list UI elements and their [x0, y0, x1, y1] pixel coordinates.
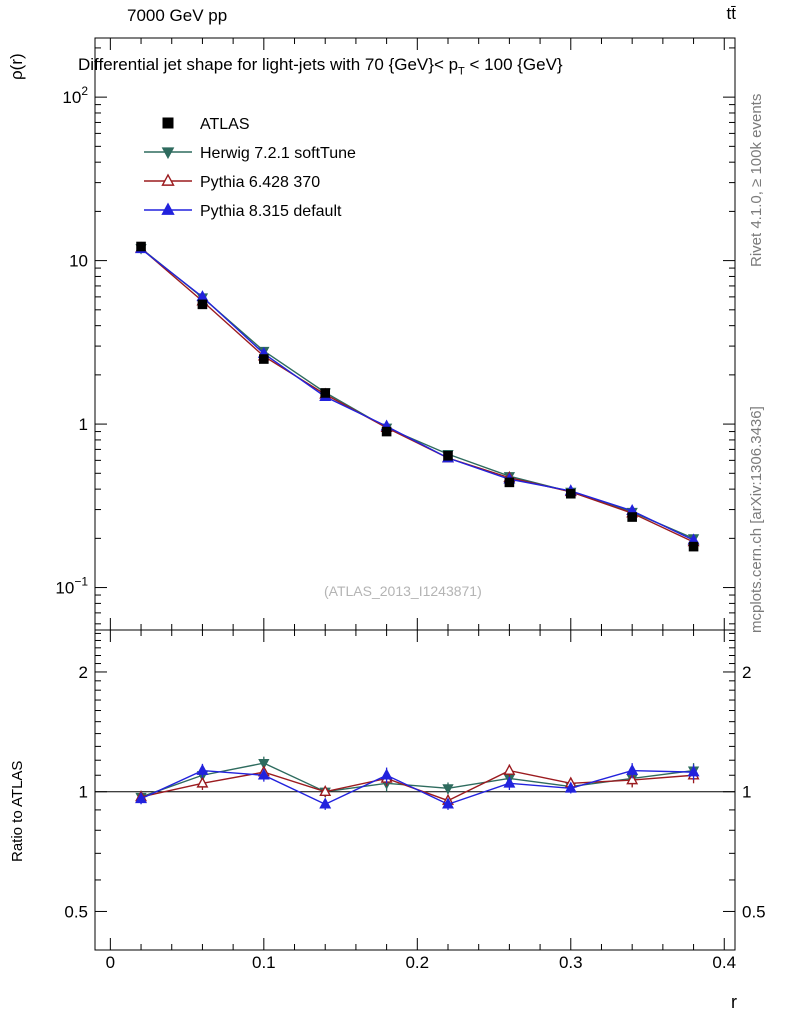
plot-frames	[94, 37, 736, 951]
ratio-tick-label: 2	[79, 663, 88, 682]
data-point	[319, 784, 332, 797]
data-point	[197, 299, 208, 310]
series-pythia-8-315-default	[135, 242, 700, 810]
legend-item: Herwig 7.2.1 softTune	[144, 145, 356, 162]
ratio-tick-label-right: 0.5	[742, 902, 766, 921]
data-point	[381, 426, 392, 437]
data-point	[136, 241, 146, 252]
x-axis-label: r	[731, 992, 737, 1012]
series-herwig-7-2-1-softtune	[135, 244, 700, 804]
data-point	[627, 512, 637, 522]
data-point	[161, 173, 175, 186]
axis-tick-labels: 0 0.1 0.2 0.3 0.4 102 10 1 10−1 0.5 0.5 1 1 2 2	[55, 84, 765, 972]
data-point	[626, 763, 639, 775]
beam-energy-label: 7000 GeV pp	[127, 6, 228, 25]
series-atlas	[136, 241, 699, 552]
mcplots-note: mcplots.cern.ch [arXiv:1306.3436]	[748, 406, 765, 633]
legend-label: ATLAS	[200, 116, 250, 133]
y-tick-label: 1	[79, 415, 88, 434]
data-point	[380, 768, 393, 780]
data-point	[257, 768, 270, 780]
data-point	[565, 488, 576, 499]
data-point	[564, 781, 577, 793]
y-tick-label: 10−1	[55, 575, 88, 598]
ratio-tick-label: 1	[79, 783, 88, 802]
legend-label: Pythia 6.428 370	[200, 174, 320, 191]
y-tick-label: 102	[62, 84, 88, 107]
data-point	[258, 759, 270, 770]
ratio-tick-label-right: 1	[742, 783, 751, 802]
x-tick-label: 0	[106, 953, 115, 972]
legend-label: Herwig 7.2.1 softTune	[200, 145, 356, 162]
data-point	[688, 541, 699, 552]
data-point	[319, 797, 332, 809]
main-panel-frame	[94, 37, 736, 631]
y-axis-label: ρ(r)	[7, 53, 26, 80]
legend-item: Pythia 8.315 default	[144, 202, 342, 220]
data-point	[259, 354, 269, 364]
data-point	[626, 773, 639, 785]
plot-title-post: < 100 {GeV}	[464, 55, 563, 74]
legend-item: Pythia 6.428 370	[144, 173, 320, 191]
data-point	[442, 797, 454, 809]
x-tick-label: 0.2	[405, 953, 429, 972]
axis-ticks	[95, 38, 735, 951]
data-point	[196, 776, 209, 788]
data-point	[162, 117, 174, 129]
ratio-axis-label: Ratio to ATLAS	[9, 760, 26, 862]
x-tick-label: 0.1	[252, 953, 276, 972]
x-tick-label: 0.3	[559, 953, 583, 972]
data-point	[161, 202, 175, 215]
data-point	[504, 477, 515, 488]
data-point	[196, 763, 209, 775]
analysis-watermark: (ATLAS_2013_I1243871)	[324, 583, 482, 599]
rivet-version-note: Rivet 4.1.0, ≥ 100k events	[748, 93, 765, 267]
plot-title-sub: T	[458, 65, 465, 78]
data-point	[687, 765, 700, 777]
ratio-tick-label: 0.5	[64, 902, 88, 921]
plot-title-pre: Differential jet shape for light-jets wi…	[78, 55, 459, 74]
data-point	[503, 763, 516, 775]
data-point	[503, 776, 516, 788]
legend: ATLAS Herwig 7.2.1 softTune Pythia 6.428 3…	[144, 116, 356, 220]
legend-item: ATLAS	[162, 116, 250, 133]
data-point	[443, 450, 453, 461]
data-point	[135, 792, 148, 804]
data-point	[161, 147, 175, 160]
process-label: tt̄	[726, 4, 736, 23]
x-tick-label: 0.4	[712, 953, 736, 972]
ratio-tick-label-right: 2	[742, 663, 751, 682]
legend-label: Pythia 8.315 default	[200, 203, 342, 220]
plot-title: Differential jet shape for light-jets wi…	[78, 55, 563, 78]
ratio-panel-frame	[94, 629, 736, 951]
data-point	[320, 388, 331, 398]
data-point	[442, 784, 454, 795]
y-tick-label: 10	[69, 252, 88, 271]
series-pythia-6-428-370	[135, 241, 700, 807]
